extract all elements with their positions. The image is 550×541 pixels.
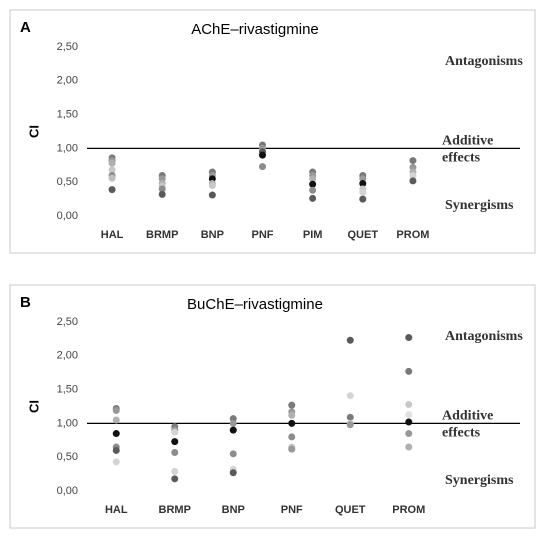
data-point bbox=[288, 401, 296, 409]
data-point bbox=[309, 175, 317, 183]
x-tick-label: PROM bbox=[396, 229, 429, 241]
data-point bbox=[405, 443, 413, 451]
data-point bbox=[259, 163, 266, 171]
chart-title: AChE–rivastigmine bbox=[191, 21, 319, 38]
chart-title: BuChE–rivastigmine bbox=[187, 296, 323, 313]
x-tick-label: HAL bbox=[101, 229, 124, 241]
x-tick-label: BNP bbox=[222, 504, 245, 516]
y-tick-label: 0,50 bbox=[57, 451, 78, 463]
panel-frame bbox=[9, 9, 536, 254]
data-point bbox=[171, 438, 179, 446]
x-tick-label: PIM bbox=[303, 229, 323, 241]
x-tick-label: PNF bbox=[252, 229, 274, 241]
data-point bbox=[112, 458, 120, 466]
data-point bbox=[208, 191, 216, 199]
data-point bbox=[108, 166, 116, 174]
data-point bbox=[309, 194, 317, 202]
data-point bbox=[229, 469, 237, 477]
annotation: Synergisms bbox=[445, 198, 514, 213]
x-tick-label: QUET bbox=[335, 504, 366, 516]
y-tick-label: 1,50 bbox=[57, 109, 78, 121]
data-point bbox=[359, 180, 367, 188]
data-point bbox=[112, 416, 120, 424]
data-point bbox=[409, 157, 417, 165]
data-point bbox=[309, 186, 317, 194]
x-tick-label: BRMP bbox=[146, 229, 178, 241]
y-tick-label: 2,00 bbox=[57, 75, 78, 87]
data-point bbox=[171, 448, 179, 456]
x-tick-label: QUET bbox=[348, 229, 379, 241]
data-point bbox=[359, 188, 367, 196]
data-point bbox=[171, 475, 179, 483]
y-tick-label: 2,50 bbox=[57, 316, 78, 328]
data-point bbox=[112, 407, 120, 415]
data-point bbox=[346, 421, 354, 429]
x-tick-label: PNF bbox=[281, 504, 303, 516]
annotation: Synergisms bbox=[445, 473, 514, 488]
annotation: Additive bbox=[442, 134, 493, 149]
data-point bbox=[171, 467, 179, 475]
x-tick-label: PROM bbox=[392, 504, 425, 516]
data-point bbox=[288, 411, 296, 419]
data-point bbox=[405, 430, 413, 438]
data-point bbox=[229, 426, 237, 434]
y-tick-label: 1,00 bbox=[57, 417, 78, 429]
data-point bbox=[405, 367, 413, 375]
y-tick-label: 1,00 bbox=[57, 142, 78, 154]
annotation: Antagonisms bbox=[445, 329, 523, 344]
data-point bbox=[359, 195, 367, 203]
data-point bbox=[108, 159, 116, 167]
data-point bbox=[229, 419, 237, 427]
data-point bbox=[112, 446, 120, 454]
data-point bbox=[259, 151, 266, 159]
y-tick-label: 0,00 bbox=[57, 210, 78, 222]
annotation: effects bbox=[442, 426, 481, 441]
data-point bbox=[405, 418, 413, 426]
y-tick-label: 0,00 bbox=[57, 485, 78, 497]
y-tick-label: 0,50 bbox=[57, 176, 78, 188]
y-tick-label: 2,50 bbox=[57, 41, 78, 53]
panel-frame bbox=[9, 284, 536, 529]
panel-label: B bbox=[20, 294, 31, 311]
data-point bbox=[405, 334, 413, 342]
data-point bbox=[409, 177, 417, 185]
y-axis-label: CI bbox=[26, 125, 41, 138]
annotation: Additive bbox=[442, 409, 493, 424]
data-point bbox=[208, 182, 216, 190]
data-point bbox=[158, 190, 166, 198]
data-point bbox=[346, 413, 354, 421]
data-point bbox=[112, 430, 120, 438]
y-tick-label: 1,50 bbox=[57, 384, 78, 396]
x-tick-label: BRMP bbox=[159, 504, 191, 516]
annotation: Antagonisms bbox=[445, 54, 523, 69]
data-point bbox=[229, 450, 237, 458]
data-point bbox=[346, 336, 354, 344]
data-point bbox=[288, 433, 296, 441]
data-point bbox=[288, 445, 296, 453]
data-point bbox=[409, 171, 417, 179]
data-point bbox=[309, 180, 317, 188]
x-tick-label: HAL bbox=[105, 504, 128, 516]
data-point bbox=[171, 428, 179, 436]
y-tick-label: 2,00 bbox=[57, 350, 78, 362]
data-point bbox=[108, 186, 116, 194]
data-point bbox=[346, 392, 354, 400]
data-point bbox=[405, 411, 413, 419]
y-axis-label: CI bbox=[26, 400, 41, 413]
annotation: effects bbox=[442, 151, 481, 166]
data-point bbox=[158, 185, 166, 193]
panel-label: A bbox=[20, 19, 31, 36]
data-point bbox=[405, 400, 413, 408]
data-point bbox=[108, 174, 116, 182]
data-point bbox=[288, 419, 296, 427]
x-tick-label: BNP bbox=[201, 229, 224, 241]
